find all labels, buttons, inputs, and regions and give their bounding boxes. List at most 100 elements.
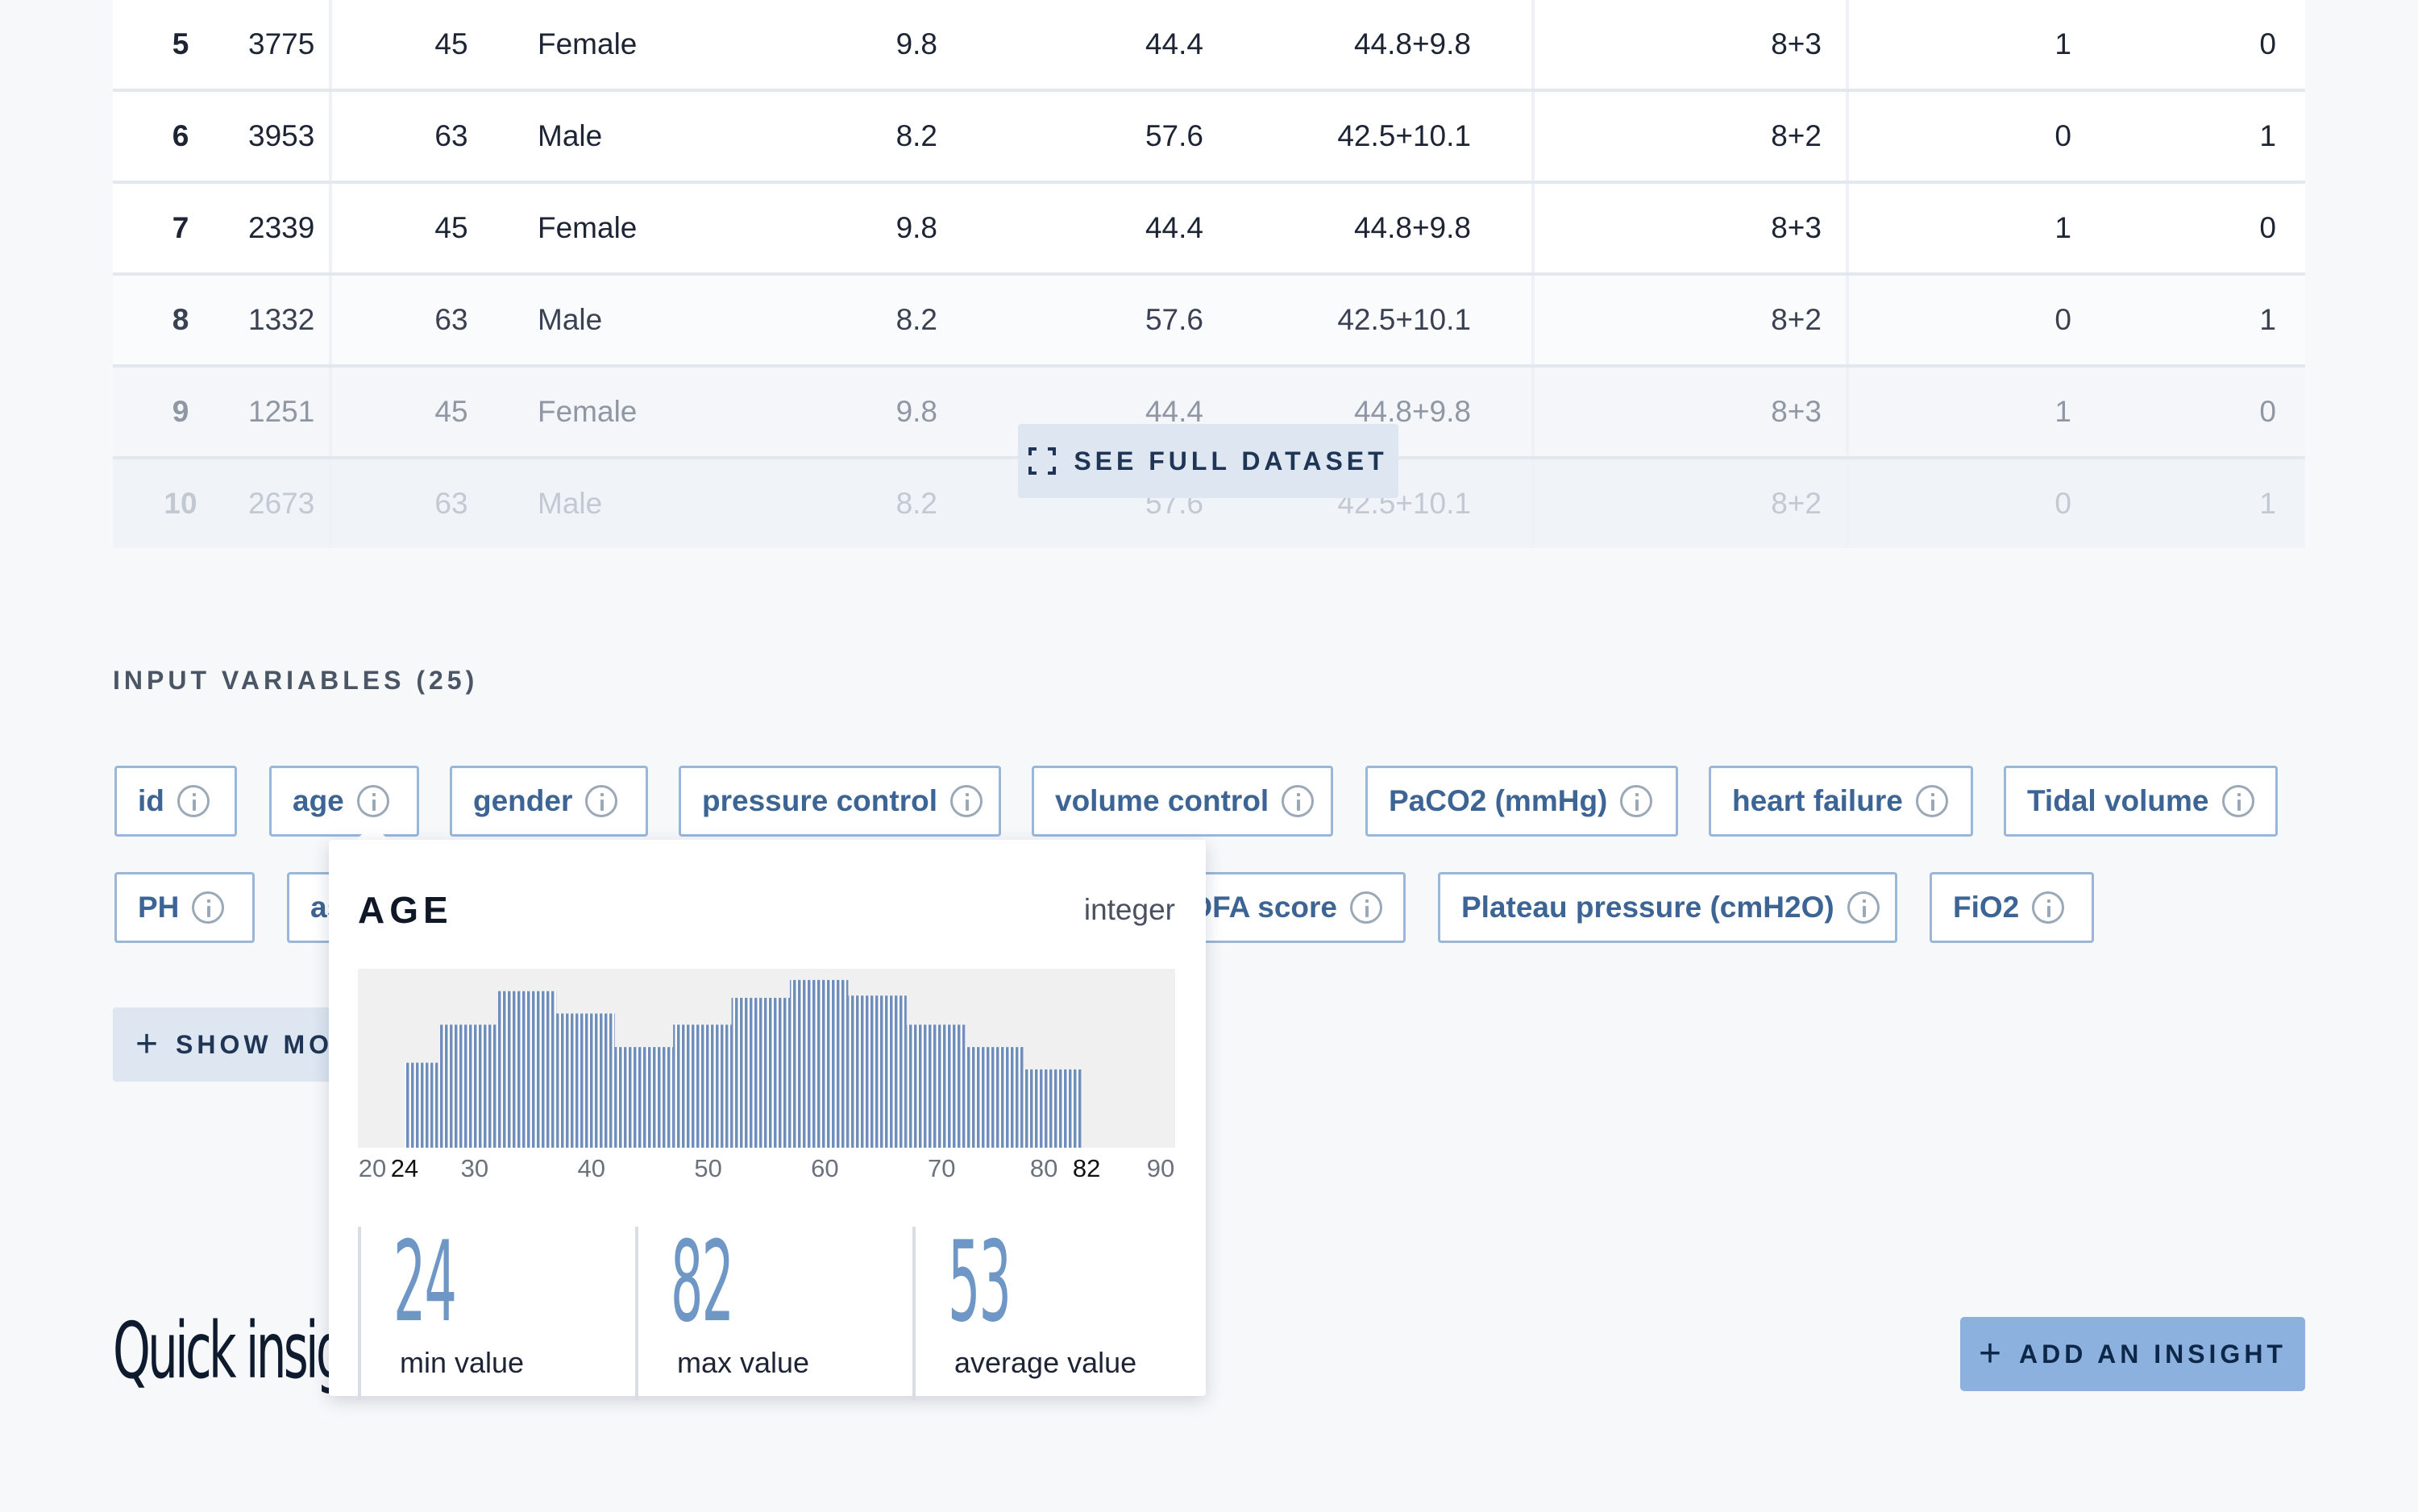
x-tick-label: 80 <box>1030 1154 1057 1182</box>
see-full-dataset-label: SEE FULL DATASET <box>1074 446 1388 476</box>
table-cell: 44.4 <box>1145 211 1203 244</box>
x-tick-label: 30 <box>461 1154 488 1182</box>
table-cell: 44.8+9.8 <box>1353 27 1471 60</box>
column-divider <box>329 459 332 548</box>
add-insight-button[interactable]: + ADD AN INSIGHT <box>1960 1317 2305 1391</box>
info-icon[interactable] <box>2221 785 2254 817</box>
min-stat: 24 min value <box>358 1227 635 1400</box>
table-cell: 44.8+9.8 <box>1353 395 1471 428</box>
info-icon[interactable] <box>1282 785 1315 817</box>
table-cell: Male <box>538 487 603 520</box>
variable-chip[interactable]: id <box>114 766 237 837</box>
column-divider <box>1846 368 1849 456</box>
table-cell: 8+3 <box>1771 395 1822 428</box>
column-divider <box>1846 459 1849 548</box>
table-cell: 9.8 <box>895 27 937 60</box>
table-row: 6 3953 63 Male 8.2 57.6 42.5+10.1 8+2 0 1 <box>113 92 2305 184</box>
table-cell: 3775 <box>248 27 315 60</box>
histogram-bar <box>789 979 849 1148</box>
info-icon[interactable] <box>1847 891 1880 924</box>
table-cell: 8+3 <box>1771 211 1822 244</box>
variable-chip[interactable]: Plateau pressure (cmH2O) <box>1438 872 1897 943</box>
table-cell: 5 <box>172 27 189 60</box>
table-cell: 9 <box>172 395 189 428</box>
table-cell: 45 <box>434 395 468 428</box>
variable-chip[interactable]: heart failure <box>1709 766 1973 837</box>
variable-chip[interactable]: age <box>269 766 419 837</box>
variable-chip-label: pressure control <box>702 784 937 817</box>
avg-label: average value <box>954 1346 1137 1379</box>
variable-chip[interactable]: PaCO2 (mmHg) <box>1365 766 1678 837</box>
column-divider <box>1531 368 1535 456</box>
column-divider <box>1531 459 1535 548</box>
variable-chip[interactable]: pressure control <box>679 766 1001 837</box>
x-tick-label: 70 <box>928 1154 955 1182</box>
table-cell: Female <box>538 211 638 244</box>
popover-type: integer <box>1083 893 1175 926</box>
table-cell: 8+2 <box>1771 487 1822 520</box>
info-icon[interactable] <box>177 785 210 817</box>
variable-chip-label: Plateau pressure (cmH2O) <box>1461 891 1834 924</box>
plus-icon: + <box>135 1023 159 1065</box>
age-variable-popover: AGE integer 20 24 30 40 50 60 70 80 82 90 24 min … <box>329 840 1206 1400</box>
expand-icon <box>1028 447 1057 475</box>
table-cell: 57.6 <box>1145 303 1203 336</box>
info-icon[interactable] <box>1915 785 1948 817</box>
table-cell: 44.4 <box>1145 395 1203 428</box>
table-cell: 0 <box>2259 27 2276 60</box>
x-tick-label: 20 <box>359 1154 386 1182</box>
max-stat: 82 max value <box>635 1227 912 1400</box>
see-full-dataset-button[interactable]: SEE FULL DATASET <box>1018 424 1398 498</box>
info-icon[interactable] <box>192 891 225 924</box>
min-label: min value <box>400 1346 525 1379</box>
table-cell: 8+2 <box>1771 119 1822 152</box>
add-insight-label: ADD AN INSIGHT <box>2019 1339 2287 1369</box>
variable-chip-label: FiO2 <box>1953 891 2020 924</box>
table-cell: 63 <box>434 119 468 152</box>
table-cell: 0 <box>2054 303 2071 336</box>
info-icon[interactable] <box>1620 785 1653 817</box>
table-cell: 8.2 <box>895 119 937 152</box>
column-divider <box>1846 184 1849 272</box>
info-icon[interactable] <box>2032 891 2065 924</box>
x-tick-label: 60 <box>811 1154 838 1182</box>
variable-chip[interactable]: gender <box>450 766 648 837</box>
x-tick-label: 82 <box>1073 1154 1100 1182</box>
show-more-button[interactable]: + SHOW MO <box>113 1007 355 1082</box>
variable-chip[interactable]: Tidal volume <box>2004 766 2278 837</box>
plus-icon: + <box>1979 1332 2002 1375</box>
table-cell: 45 <box>434 27 468 60</box>
variable-chip[interactable]: OFA score <box>1183 872 1406 943</box>
table-cell: 1 <box>2259 487 2276 520</box>
column-divider <box>329 276 332 364</box>
variable-chip[interactable]: FiO2 <box>1930 872 2094 943</box>
histogram-bar <box>614 1047 674 1148</box>
table-cell: 10 <box>164 487 197 520</box>
age-histogram: 20 24 30 40 50 60 70 80 82 90 <box>358 969 1175 1182</box>
table-cell: 0 <box>2054 487 2071 520</box>
variable-chip[interactable]: PH <box>114 872 255 943</box>
table-cell: 1 <box>2259 303 2276 336</box>
info-icon[interactable] <box>949 785 983 817</box>
table-cell: 1 <box>2054 395 2071 428</box>
table-cell: 8.2 <box>895 487 937 520</box>
info-icon[interactable] <box>585 785 618 817</box>
table-cell: 1251 <box>248 395 315 428</box>
column-divider <box>329 92 332 181</box>
table-cell: 0 <box>2054 119 2071 152</box>
input-variables-heading: INPUT VARIABLES (25) <box>113 666 479 695</box>
histogram-bar <box>497 991 557 1148</box>
table-cell: 1 <box>2054 211 2071 244</box>
table-cell: 42.5+10.1 <box>1337 303 1471 336</box>
column-divider <box>329 184 332 272</box>
min-value: 24 <box>393 1217 457 1347</box>
popover-caret <box>355 824 390 841</box>
info-icon[interactable] <box>356 785 389 817</box>
variable-chip-label: Tidal volume <box>2027 784 2209 817</box>
max-value: 82 <box>671 1217 734 1347</box>
column-divider <box>1531 184 1535 272</box>
variable-chip[interactable]: volume control <box>1032 766 1333 837</box>
table-cell: 63 <box>434 303 468 336</box>
column-divider <box>1846 276 1849 364</box>
info-icon[interactable] <box>1350 891 1382 924</box>
